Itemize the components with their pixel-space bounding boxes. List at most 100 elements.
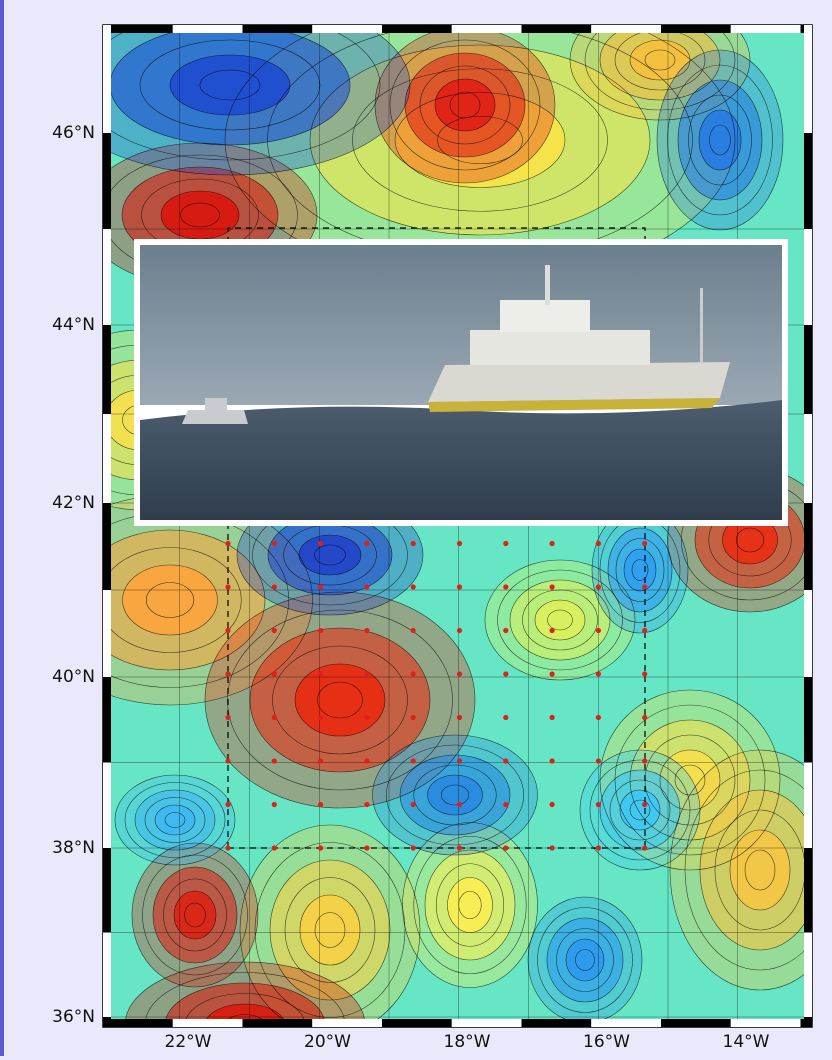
ship-mast	[545, 265, 550, 305]
station	[457, 541, 462, 546]
station	[457, 628, 462, 633]
station	[550, 715, 555, 720]
lon-label: 16°W	[583, 1032, 630, 1052]
frame-tick	[103, 25, 173, 33]
station	[503, 715, 508, 720]
field-patch	[730, 830, 790, 910]
far-ship	[182, 410, 248, 424]
frame-tick	[804, 133, 812, 229]
station	[411, 628, 416, 633]
frame-tick	[382, 25, 452, 33]
lat-label: 40°N	[52, 667, 95, 687]
station	[457, 584, 462, 589]
frame-tick	[103, 933, 111, 1018]
frame-tick	[731, 25, 801, 33]
frame-tick	[103, 590, 111, 677]
frame-tick	[522, 25, 592, 33]
station	[225, 802, 230, 807]
station	[457, 802, 462, 807]
station	[272, 541, 277, 546]
station	[272, 802, 277, 807]
frame-tick	[804, 848, 812, 933]
station	[225, 541, 230, 546]
station	[225, 671, 230, 676]
station	[642, 541, 647, 546]
station	[225, 715, 230, 720]
frame-tick	[804, 414, 812, 503]
station	[225, 758, 230, 763]
lon-label: 22°W	[165, 1032, 212, 1052]
station	[596, 802, 601, 807]
station	[596, 628, 601, 633]
map-figure: 36°N38°N40°N42°N44°N46°N22°W20°W18°W16°W…	[0, 0, 832, 1056]
frame-tick	[661, 1019, 731, 1027]
station	[596, 584, 601, 589]
station	[503, 628, 508, 633]
station	[596, 541, 601, 546]
frame-tick	[103, 414, 111, 503]
frame-tick	[661, 25, 731, 33]
station	[364, 758, 369, 763]
frame-tick	[243, 25, 313, 33]
station	[411, 802, 416, 807]
frame-tick	[103, 1017, 111, 1027]
station	[642, 758, 647, 763]
station	[642, 671, 647, 676]
frame-tick	[804, 677, 812, 763]
frame-tick	[522, 1019, 592, 1027]
ship-deck	[470, 330, 650, 365]
frame-tick	[804, 503, 812, 590]
station	[272, 715, 277, 720]
frame-tick	[173, 1019, 243, 1027]
frame-tick	[591, 25, 661, 33]
station	[503, 541, 508, 546]
frame-tick	[452, 25, 522, 33]
station	[364, 715, 369, 720]
station	[642, 584, 647, 589]
station	[272, 628, 277, 633]
station	[225, 845, 230, 850]
color-field	[28, 0, 832, 1056]
frame-tick	[382, 1019, 452, 1027]
ship-mast	[700, 288, 703, 363]
frame-tick	[804, 229, 812, 325]
frame-tick	[103, 325, 111, 414]
station	[364, 671, 369, 676]
field-patch	[300, 895, 360, 965]
frame-tick	[804, 325, 812, 414]
station	[503, 802, 508, 807]
station	[272, 671, 277, 676]
station	[596, 845, 601, 850]
lat-label: 46°N	[52, 123, 95, 143]
station	[364, 541, 369, 546]
station	[272, 845, 277, 850]
frame-tick	[103, 25, 111, 133]
far-ship-bridge	[205, 398, 227, 411]
left-edge	[0, 0, 4, 1056]
frame-tick	[103, 229, 111, 325]
frame-tick	[804, 25, 812, 133]
station	[411, 671, 416, 676]
station	[364, 628, 369, 633]
station	[642, 715, 647, 720]
station	[364, 584, 369, 589]
frame-tick	[804, 763, 812, 849]
lon-label: 18°W	[444, 1032, 491, 1052]
station	[596, 671, 601, 676]
station	[318, 628, 323, 633]
lon-label: 20°W	[304, 1032, 351, 1052]
photo-inset	[134, 239, 788, 526]
frame-tick	[804, 933, 812, 1018]
station	[225, 584, 230, 589]
frame-tick	[173, 25, 243, 33]
station	[411, 584, 416, 589]
station	[457, 715, 462, 720]
lon-label: 14°W	[723, 1032, 770, 1052]
lat-label: 36°N	[52, 1007, 95, 1027]
station	[318, 541, 323, 546]
lat-label: 38°N	[52, 838, 95, 858]
station	[318, 758, 323, 763]
frame-tick	[312, 1019, 382, 1027]
station	[318, 802, 323, 807]
page: 36°N38°N40°N42°N44°N46°N22°W20°W18°W16°W…	[0, 0, 832, 1060]
